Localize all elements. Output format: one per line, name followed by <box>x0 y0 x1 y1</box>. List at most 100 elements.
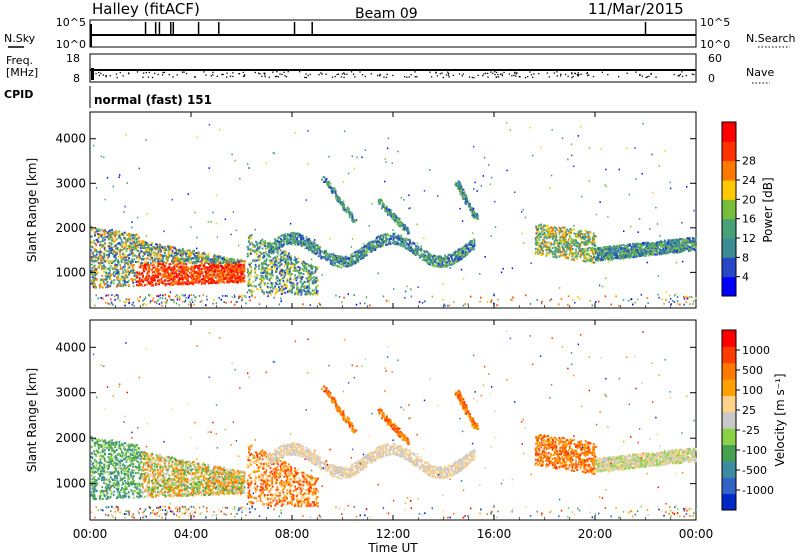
nave-dot <box>309 73 311 76</box>
power-cell <box>236 271 239 274</box>
power-cell <box>197 271 200 274</box>
power-cell <box>263 242 266 245</box>
power-cell <box>260 271 263 274</box>
power-cell <box>172 257 175 260</box>
power-cell <box>169 266 172 269</box>
power-cell <box>261 247 264 250</box>
power-cell <box>282 250 285 253</box>
power-cell <box>112 260 115 263</box>
power-cell <box>96 278 98 281</box>
power-cell <box>120 240 123 243</box>
power-cell <box>116 283 119 286</box>
power-cell <box>131 239 134 242</box>
nave-dot <box>268 76 270 79</box>
power-cell <box>90 282 93 285</box>
power-cell <box>121 257 124 260</box>
nave-dot <box>232 72 234 74</box>
power-cell <box>138 283 141 286</box>
power-cell <box>208 269 211 272</box>
power-cell <box>118 241 121 244</box>
power-cell <box>93 260 95 263</box>
power-cell <box>154 267 157 270</box>
power-cell <box>280 272 283 275</box>
power-cell <box>111 251 114 254</box>
power-cell <box>95 268 98 271</box>
power-cell <box>303 267 306 270</box>
power-cell <box>242 260 245 263</box>
power-cell <box>99 247 102 250</box>
power-cell <box>331 263 334 266</box>
power-cell <box>107 250 109 253</box>
power-cell <box>149 263 152 266</box>
power-cell <box>442 258 445 261</box>
power-cell <box>195 256 198 259</box>
power-cell <box>269 241 271 244</box>
power-cell <box>145 278 148 281</box>
power-cell <box>214 262 217 265</box>
power-cell <box>179 262 182 265</box>
power-cell <box>120 261 123 264</box>
power-cell <box>93 242 96 245</box>
power-cell <box>227 263 230 266</box>
power-cell <box>261 256 264 259</box>
power-cell <box>97 257 100 260</box>
power-cell <box>299 233 301 236</box>
power-cell <box>311 272 314 275</box>
power-cell <box>370 251 373 254</box>
power-cell <box>457 180 460 183</box>
power-cell <box>294 266 297 269</box>
power-cell <box>390 210 393 213</box>
power-cell <box>161 246 164 249</box>
power-cell <box>452 253 455 256</box>
power-cell <box>189 251 192 254</box>
power-cell <box>286 277 289 280</box>
power-cell <box>286 291 289 294</box>
power-cell <box>139 264 142 267</box>
power-cell <box>197 281 200 284</box>
nave-block <box>91 68 94 80</box>
power-cell <box>260 262 263 265</box>
nave-dot <box>639 74 641 76</box>
power-cell <box>258 257 261 260</box>
power-cell <box>417 247 420 250</box>
power-cell <box>307 238 310 241</box>
power-cell <box>294 291 297 294</box>
power-cell <box>114 256 117 259</box>
power-cell <box>143 270 146 273</box>
nave-dot <box>321 73 323 75</box>
power-cell <box>165 262 167 265</box>
power-cell <box>334 257 336 260</box>
power-cell <box>212 272 215 275</box>
power-cell <box>102 256 105 259</box>
power-cell <box>113 274 116 277</box>
power-cell <box>171 280 174 283</box>
power-cell <box>313 242 316 245</box>
power-cell <box>148 265 150 268</box>
power-cell <box>249 251 252 254</box>
nave-dot <box>157 73 159 76</box>
nave-dot <box>586 72 588 75</box>
power-cell <box>208 274 211 277</box>
power-cell <box>261 243 263 246</box>
power-cell <box>121 253 124 256</box>
power-cell <box>115 268 117 271</box>
power-cell <box>297 290 299 293</box>
power-cell <box>138 265 141 268</box>
power-cell <box>166 261 169 264</box>
power-cell <box>145 249 148 252</box>
power-cell <box>225 277 228 280</box>
power-cell <box>413 242 416 245</box>
power-cell <box>350 257 353 260</box>
power-cell <box>445 257 447 260</box>
power-cell <box>148 271 150 274</box>
power-cell <box>108 238 110 241</box>
power-cell <box>250 289 253 292</box>
power-cell <box>297 257 300 260</box>
power-cell <box>182 278 184 281</box>
power-cell <box>119 242 122 245</box>
power-cell <box>137 240 140 243</box>
power-cell <box>95 250 98 253</box>
power-cell <box>102 236 104 239</box>
power-cell <box>192 268 195 271</box>
power-cell <box>126 238 129 241</box>
